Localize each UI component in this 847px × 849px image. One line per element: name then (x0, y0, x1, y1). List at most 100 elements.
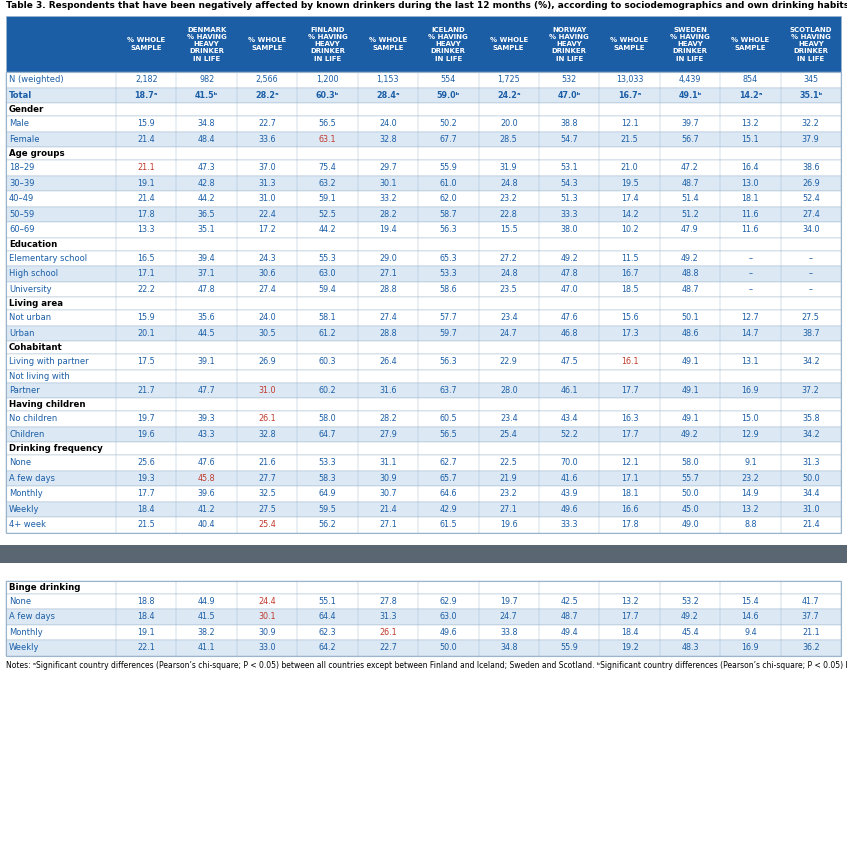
Text: Having children: Having children (9, 400, 86, 409)
Text: 50.1: 50.1 (681, 313, 699, 323)
Text: 19.1: 19.1 (137, 179, 155, 188)
Text: 24.3: 24.3 (258, 254, 276, 262)
Text: 14.2: 14.2 (621, 210, 639, 219)
Text: 15.1: 15.1 (742, 135, 759, 143)
Text: 554: 554 (440, 76, 456, 84)
Text: Monthly: Monthly (9, 489, 42, 498)
Text: High school: High school (9, 269, 58, 278)
Text: 22.9: 22.9 (500, 357, 518, 366)
Text: 26.9: 26.9 (802, 179, 820, 188)
Text: 27.4: 27.4 (258, 284, 276, 294)
Bar (6, 16, 841, 72)
Text: 46.1: 46.1 (561, 385, 578, 395)
Text: 48.7: 48.7 (681, 179, 699, 188)
Text: 65.7: 65.7 (440, 474, 457, 483)
Text: ICELAND
% HAVING
HEAVY
DRINKER
IN LIFE: ICELAND % HAVING HEAVY DRINKER IN LIFE (429, 26, 468, 61)
Bar (6, 383, 841, 398)
Text: 48.3: 48.3 (681, 644, 699, 652)
Text: 55.7: 55.7 (681, 474, 699, 483)
Text: 44.2: 44.2 (318, 225, 336, 234)
Text: 44.2: 44.2 (198, 194, 215, 203)
Text: 49.1ᵇ: 49.1ᵇ (678, 91, 701, 99)
Text: 60.5: 60.5 (440, 414, 457, 424)
Text: 22.8: 22.8 (500, 210, 518, 219)
Bar (6, 426, 841, 442)
Text: 21.5: 21.5 (621, 135, 639, 143)
Text: 18.4: 18.4 (621, 627, 639, 637)
Text: 37.7: 37.7 (802, 612, 820, 621)
Text: 58.0: 58.0 (681, 458, 699, 467)
Text: 27.4: 27.4 (379, 313, 396, 323)
Text: 14.9: 14.9 (742, 489, 759, 498)
Text: 59.4: 59.4 (318, 284, 336, 294)
Text: –: – (809, 284, 813, 294)
Text: 18.4: 18.4 (137, 612, 155, 621)
Text: 59.0ᵇ: 59.0ᵇ (436, 91, 460, 99)
Text: None: None (9, 458, 31, 467)
Text: 64.7: 64.7 (318, 430, 336, 439)
Text: 12.9: 12.9 (741, 430, 759, 439)
Text: 532: 532 (562, 76, 577, 84)
Text: 30.9: 30.9 (258, 627, 276, 637)
Text: 17.4: 17.4 (621, 194, 639, 203)
Text: 17.3: 17.3 (621, 329, 639, 338)
Text: 67.7: 67.7 (440, 135, 457, 143)
Text: 13.0: 13.0 (742, 179, 759, 188)
Bar (6, 609, 841, 625)
Text: 63.2: 63.2 (318, 179, 336, 188)
Text: 38.2: 38.2 (198, 627, 215, 637)
Bar (6, 325, 841, 341)
Text: 17.7: 17.7 (621, 612, 639, 621)
Text: 27.8: 27.8 (379, 597, 396, 605)
Text: 21.9: 21.9 (500, 474, 518, 483)
Text: Elementary school: Elementary school (9, 254, 87, 262)
Text: 24.7: 24.7 (500, 612, 518, 621)
Text: 21.6: 21.6 (258, 458, 276, 467)
Text: 48.7: 48.7 (561, 612, 578, 621)
Bar (6, 341, 841, 354)
Text: 48.4: 48.4 (198, 135, 215, 143)
Text: 47.8: 47.8 (198, 284, 215, 294)
Text: 28.2: 28.2 (379, 210, 396, 219)
Text: 22.5: 22.5 (500, 458, 518, 467)
Text: 44.5: 44.5 (198, 329, 215, 338)
Text: 47.0: 47.0 (561, 284, 578, 294)
Text: 24.8: 24.8 (500, 179, 518, 188)
Bar (0, 544, 847, 563)
Text: 25.4: 25.4 (258, 520, 276, 529)
Text: 19.7: 19.7 (137, 414, 155, 424)
Text: 19.6: 19.6 (500, 520, 518, 529)
Text: 34.2: 34.2 (802, 430, 820, 439)
Text: 50.0: 50.0 (802, 474, 820, 483)
Text: 19.5: 19.5 (621, 179, 639, 188)
Text: 47.8: 47.8 (561, 269, 578, 278)
Text: 25.4: 25.4 (500, 430, 518, 439)
Text: 30.5: 30.5 (258, 329, 276, 338)
Text: 31.1: 31.1 (379, 458, 396, 467)
Text: 60.3: 60.3 (318, 357, 336, 366)
Text: 39.4: 39.4 (198, 254, 215, 262)
Text: 27.2: 27.2 (500, 254, 518, 262)
Text: 56.7: 56.7 (681, 135, 699, 143)
Text: 64.6: 64.6 (440, 489, 457, 498)
Text: 27.7: 27.7 (258, 474, 276, 483)
Text: Education: Education (9, 239, 58, 249)
Text: 48.8: 48.8 (681, 269, 699, 278)
Text: 10.2: 10.2 (621, 225, 639, 234)
Text: 60–69: 60–69 (9, 225, 35, 234)
Text: 13.1: 13.1 (742, 357, 759, 366)
Bar (6, 369, 841, 383)
Text: 62.9: 62.9 (440, 597, 457, 605)
Text: 33.6: 33.6 (258, 135, 276, 143)
Text: –: – (749, 269, 752, 278)
Bar (6, 581, 841, 593)
Text: Weekly: Weekly (9, 644, 40, 652)
Text: 27.4: 27.4 (802, 210, 820, 219)
Text: 56.5: 56.5 (440, 430, 457, 439)
Bar (6, 593, 841, 609)
Text: 8.8: 8.8 (745, 520, 756, 529)
Text: 54.7: 54.7 (560, 135, 578, 143)
Text: 22.7: 22.7 (258, 119, 276, 128)
Text: 31.0: 31.0 (258, 194, 276, 203)
Text: 16.9: 16.9 (742, 644, 759, 652)
